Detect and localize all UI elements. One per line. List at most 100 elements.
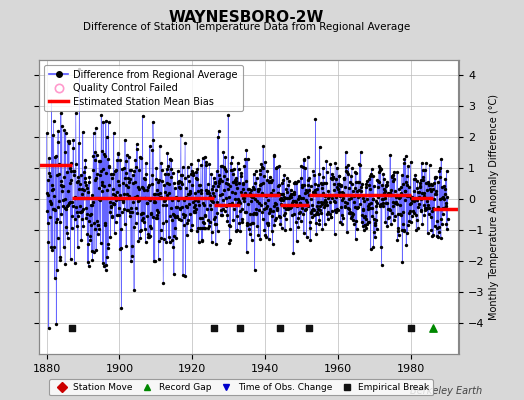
Point bbox=[136, 235, 145, 242]
Point bbox=[442, 200, 450, 206]
Point bbox=[88, 248, 96, 254]
Point bbox=[236, 170, 245, 176]
Point bbox=[368, 196, 377, 202]
Point bbox=[335, 180, 343, 187]
Point bbox=[364, 206, 372, 212]
Point bbox=[279, 194, 288, 200]
Point bbox=[363, 220, 372, 227]
Point bbox=[153, 212, 161, 218]
Point bbox=[238, 216, 246, 222]
Point bbox=[239, 198, 248, 204]
Point bbox=[102, 262, 111, 268]
Point bbox=[339, 195, 347, 202]
Point bbox=[385, 206, 393, 212]
Point bbox=[375, 169, 383, 176]
Point bbox=[326, 175, 335, 181]
Point bbox=[112, 197, 121, 204]
Point bbox=[278, 179, 286, 186]
Point bbox=[433, 218, 441, 224]
Point bbox=[327, 214, 335, 220]
Point bbox=[357, 188, 365, 194]
Point bbox=[430, 223, 439, 230]
Point bbox=[99, 118, 107, 125]
Point bbox=[440, 204, 449, 211]
Point bbox=[316, 203, 324, 210]
Point bbox=[74, 140, 83, 147]
Point bbox=[214, 183, 222, 189]
Point bbox=[356, 192, 364, 198]
Point bbox=[421, 205, 429, 211]
Point bbox=[412, 196, 420, 202]
Point bbox=[190, 208, 199, 214]
Point bbox=[74, 212, 83, 219]
Point bbox=[305, 192, 313, 198]
Point bbox=[406, 208, 414, 214]
Point bbox=[441, 176, 450, 182]
Point bbox=[215, 178, 223, 184]
Point bbox=[172, 235, 180, 241]
Point bbox=[100, 182, 108, 189]
Point bbox=[74, 174, 82, 181]
Point bbox=[277, 197, 285, 204]
Point bbox=[143, 186, 151, 193]
Point bbox=[429, 185, 437, 192]
Point bbox=[156, 190, 164, 196]
Point bbox=[302, 186, 310, 193]
Point bbox=[83, 258, 92, 265]
Point bbox=[416, 183, 424, 189]
Point bbox=[102, 169, 111, 176]
Point bbox=[301, 206, 309, 213]
Point bbox=[365, 218, 374, 225]
Point bbox=[152, 207, 161, 213]
Point bbox=[241, 156, 249, 162]
Point bbox=[250, 210, 258, 216]
Point bbox=[43, 190, 51, 197]
Point bbox=[242, 178, 250, 184]
Point bbox=[242, 147, 250, 154]
Point bbox=[194, 225, 202, 231]
Point bbox=[402, 242, 410, 248]
Point bbox=[60, 174, 68, 180]
Point bbox=[373, 226, 381, 233]
Point bbox=[246, 190, 255, 196]
Point bbox=[97, 181, 106, 188]
Point bbox=[425, 162, 434, 168]
Point bbox=[206, 202, 214, 208]
Point bbox=[190, 197, 199, 204]
Point bbox=[205, 193, 214, 199]
Point bbox=[290, 190, 298, 197]
Point bbox=[324, 187, 333, 194]
Point bbox=[274, 190, 282, 196]
Point bbox=[423, 230, 432, 236]
Point bbox=[157, 194, 166, 200]
Point bbox=[116, 246, 124, 252]
Point bbox=[238, 186, 247, 192]
Point bbox=[254, 188, 262, 195]
Point bbox=[369, 183, 378, 189]
Point bbox=[188, 182, 196, 188]
Point bbox=[90, 220, 99, 226]
Point bbox=[418, 160, 426, 166]
Point bbox=[386, 152, 395, 158]
Point bbox=[352, 218, 361, 224]
Point bbox=[213, 210, 221, 216]
Point bbox=[322, 180, 330, 187]
Point bbox=[322, 199, 330, 206]
Point bbox=[311, 181, 319, 188]
Point bbox=[48, 182, 56, 188]
Point bbox=[48, 247, 57, 253]
Point bbox=[49, 118, 58, 124]
Point bbox=[67, 160, 75, 166]
Point bbox=[254, 186, 262, 192]
Point bbox=[260, 227, 269, 233]
Point bbox=[394, 228, 402, 234]
Point bbox=[59, 196, 67, 203]
Point bbox=[156, 194, 165, 200]
Point bbox=[274, 182, 282, 189]
Point bbox=[166, 156, 174, 162]
Point bbox=[379, 170, 387, 177]
Point bbox=[178, 204, 186, 210]
Point bbox=[209, 183, 217, 190]
Point bbox=[223, 180, 232, 187]
Point bbox=[220, 172, 228, 179]
